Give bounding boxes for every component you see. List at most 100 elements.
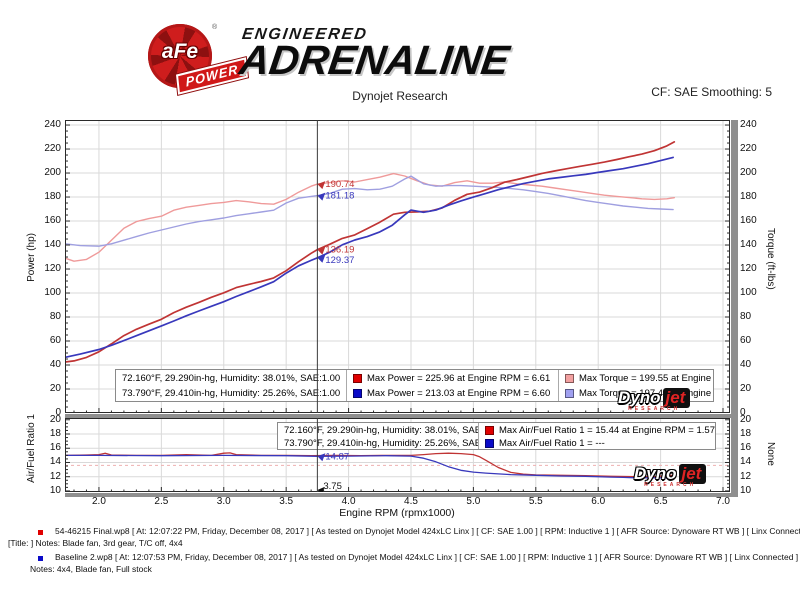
afr-legend-max-run1-text: Max Air/Fuel Ratio 1 = 15.44 at Engine R… [499, 424, 715, 436]
tick-label: 160 [44, 215, 61, 227]
legend-max-torque-run1-text: Max Torque = 199.55 at Engine RPM = 4.36 [579, 372, 713, 384]
afr-legend-max-run1: Max Air/Fuel Ratio 1 = 15.44 at Engine R… [478, 423, 715, 436]
tick-label: 120 [44, 263, 61, 275]
footer-run1-line1: 54-46215 Final.wp8 [ At: 12:07:22 PM, Fr… [55, 526, 800, 536]
light-red-square-icon [565, 373, 574, 383]
report-subtitle: Dynojet Research [352, 89, 448, 103]
blue-square-icon [38, 556, 43, 561]
afr-chart-right-band [731, 418, 738, 497]
tick-label: 20 [740, 383, 752, 394]
tick-label: 40 [49, 359, 61, 370]
tick-label: 60 [740, 335, 752, 346]
afr-legend-max-run2-text: Max Air/Fuel Ratio 1 = --- [499, 437, 605, 449]
tick-label: 160 [740, 215, 757, 227]
tick-label: 140 [44, 239, 61, 251]
tick-label: 12 [740, 470, 752, 482]
tick-label: 4.0 [341, 496, 356, 507]
tick-label: 7.0 [716, 496, 730, 507]
tick-label: 100 [740, 287, 757, 299]
tick-label: 3.5 [279, 496, 294, 507]
legend-max-power-run2-text: Max Power = 213.03 at Engine RPM = 6.60 [367, 388, 551, 400]
tick-label: 100 [44, 287, 61, 299]
tick-label: 18 [49, 428, 61, 439]
red-square-icon [485, 425, 494, 435]
tick-label: 20 [740, 413, 752, 425]
tick-label: 240 [44, 119, 61, 131]
tick-label: 2.5 [154, 496, 169, 507]
tick-label: 140 [740, 239, 757, 251]
tick-label: 80 [49, 311, 61, 322]
tick-label: 6.5 [653, 496, 668, 507]
main-chart-bottom-band [65, 414, 738, 418]
tick-label: 240 [740, 119, 757, 131]
blue-square-icon [353, 389, 362, 399]
footer-run1-line2: [Title: ] Notes: Blade fan, 3rd gear, T/… [8, 538, 183, 548]
red-square-icon [353, 373, 362, 383]
tick-label: 5.5 [528, 496, 543, 507]
tick-label: 0 [740, 407, 746, 418]
power-torque-chart [65, 120, 730, 413]
legend-env-run1: 72.160°F, 29.290in-hg, Humidity: 38.01%,… [122, 372, 341, 384]
tick-label: 20 [49, 413, 61, 425]
torque-axis-title: Torque (ft-lbs) [765, 228, 776, 290]
tick-label: 5.0 [466, 496, 481, 507]
legend-max-torque-run1: Max Torque = 199.55 at Engine RPM = 4.36 [558, 370, 713, 386]
tick-label: 60 [49, 335, 61, 346]
tick-label: 200 [44, 167, 61, 179]
tick-label: 10 [740, 484, 752, 496]
dynojet-logo-dyno: Dyno [634, 464, 677, 483]
dynojet-logo-main: Dyno jet RESEARCH [618, 388, 691, 412]
legend-max-torque-run2-text: Max Torque = 197.41 at Engine RPM = 4.50 [579, 388, 713, 400]
dynojet-logo-jet: jet [662, 388, 691, 408]
tick-label: 4.5 [404, 496, 418, 507]
afr-chart-bottom-band [65, 493, 738, 497]
tick-label: 200 [740, 167, 757, 179]
tick-label: 180 [44, 191, 61, 203]
legend-max-power-run2: Max Power = 213.03 at Engine RPM = 6.60 [346, 385, 558, 401]
legend-max-torque-run2: Max Torque = 197.41 at Engine RPM = 4.50 [558, 385, 713, 401]
tick-label: 6.0 [591, 496, 606, 507]
tick-label: 14 [49, 456, 61, 468]
tick-label: 120 [740, 263, 757, 275]
tick-label: 2.0 [91, 496, 106, 507]
dynojet-logo-afr: Dyno jet RESEARCH [634, 464, 707, 488]
dynojet-logo-research: RESEARCH [644, 482, 697, 488]
afe-logo-text: aFe [161, 40, 199, 63]
tick-label: 10 [49, 484, 61, 496]
footer-run2-line1: Baseline 2.wp8 [ At: 12:07:53 PM, Friday… [55, 552, 800, 562]
x-axis-title: Engine RPM (rpmx1000) [339, 507, 455, 519]
red-square-icon [38, 530, 43, 535]
dynojet-logo-research: RESEARCH [628, 406, 681, 412]
light-blue-square-icon [565, 389, 574, 399]
tick-label: 12 [49, 470, 61, 482]
afr-legend-max-run2: Max Air/Fuel Ratio 1 = --- [478, 436, 715, 449]
blue-square-icon [485, 438, 494, 448]
tick-label: 16 [49, 442, 61, 454]
dynojet-logo-dyno: Dyno [618, 388, 661, 407]
tick-label: 14 [740, 456, 752, 468]
tick-label: 80 [740, 311, 752, 322]
tick-label: 180 [740, 191, 757, 203]
tick-label: 220 [740, 143, 757, 155]
main-chart-right-band [731, 120, 738, 418]
registered-mark: ® [212, 24, 218, 31]
correction-factor-label: CF: SAE Smoothing: 5 [651, 85, 772, 99]
afr-right-axis-title: None [765, 442, 776, 466]
dynojet-logo-jet: jet [678, 464, 707, 484]
tick-label: 220 [44, 143, 61, 155]
tick-label: 16 [740, 442, 752, 454]
tick-label: 20 [49, 383, 61, 394]
power-torque-legend: 72.160°F, 29.290in-hg, Humidity: 38.01%,… [115, 369, 714, 402]
afr-legend: 72.160°F, 29.290in-hg, Humidity: 38.01%,… [277, 422, 716, 450]
legend-max-power-run1-text: Max Power = 225.96 at Engine RPM = 6.61 [367, 372, 551, 384]
afr-legend-env-run1: 72.160°F, 29.290in-hg, Humidity: 38.01%,… [284, 424, 478, 436]
afr-legend-env-run2: 73.790°F, 29.410in-hg, Humidity: 25.26%,… [284, 437, 478, 449]
footer-run2-line2: Notes: 4x4, Blade fan, Full stock [30, 564, 152, 574]
legend-max-power-run1: Max Power = 225.96 at Engine RPM = 6.61 [346, 370, 558, 386]
legend-env-run2: 73.790°F, 29.410in-hg, Humidity: 25.26%,… [122, 388, 341, 400]
tick-label: 3.0 [216, 496, 231, 507]
tick-label: 18 [740, 428, 752, 439]
tick-label: 40 [740, 359, 752, 370]
brand-adrenaline: ADRENALINE [236, 37, 513, 83]
